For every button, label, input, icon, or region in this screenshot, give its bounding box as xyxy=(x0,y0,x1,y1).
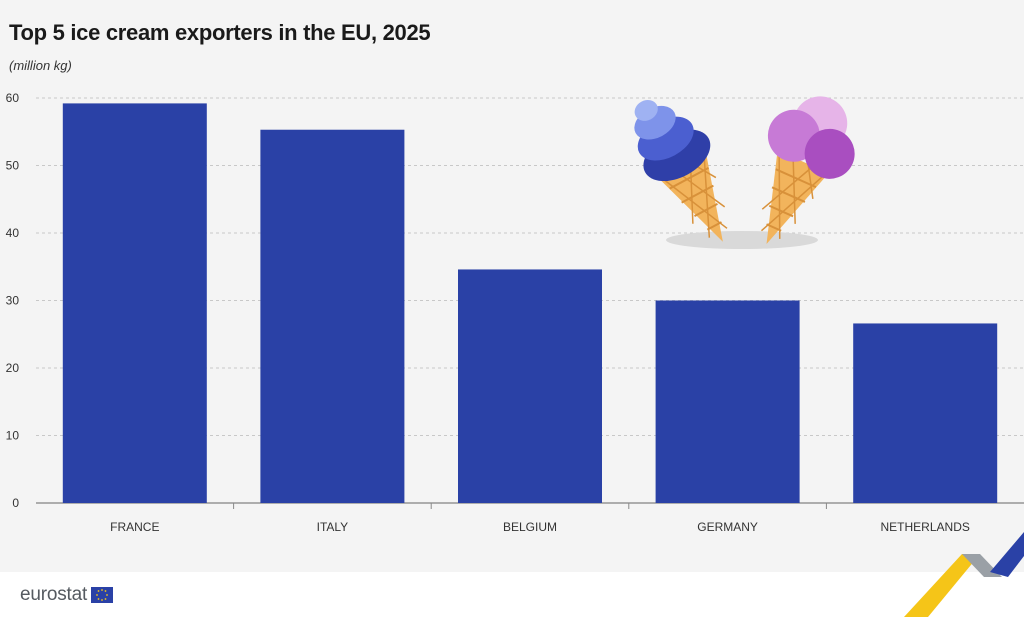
chart-unit: (million kg) xyxy=(9,58,72,73)
y-tick-label: 30 xyxy=(6,294,20,308)
x-tick-label: GERMANY xyxy=(697,520,758,534)
bars xyxy=(62,103,998,504)
y-tick-label: 40 xyxy=(6,226,20,240)
bar xyxy=(655,300,800,503)
brand-name: eurostat xyxy=(20,584,88,605)
y-tick-label: 10 xyxy=(6,429,20,443)
x-tick-label: BELGIUM xyxy=(503,520,557,534)
eu-flag-icon xyxy=(91,587,114,603)
corner-decoration-icon xyxy=(904,532,1024,617)
y-tick-label: 60 xyxy=(6,91,20,105)
bar xyxy=(260,129,405,503)
bar-chart: 0 10 20 30 40 50 60 FRANCE ITALY BELGIUM GERMANY N… xyxy=(6,91,1024,534)
x-axis-labels: FRANCE ITALY BELGIUM GERMANY NETHERLANDS xyxy=(110,520,970,534)
y-tick-label: 0 xyxy=(12,496,19,510)
ice-cream-cones-icon xyxy=(634,96,855,249)
y-axis-ticks: 0 10 20 30 40 50 60 xyxy=(6,91,20,510)
y-tick-label: 50 xyxy=(6,159,20,173)
bar xyxy=(458,269,602,503)
chart-title: Top 5 ice cream exporters in the EU, 202… xyxy=(9,20,431,45)
y-tick-label: 20 xyxy=(6,361,20,375)
x-tick-label: ITALY xyxy=(317,520,349,534)
bar xyxy=(853,323,998,503)
x-tick-label: NETHERLANDS xyxy=(881,520,970,534)
eurostat-logo: eurostat xyxy=(20,584,114,606)
footer: eurostat xyxy=(0,532,1024,617)
x-tick-label: FRANCE xyxy=(110,520,159,534)
bar xyxy=(62,103,207,504)
